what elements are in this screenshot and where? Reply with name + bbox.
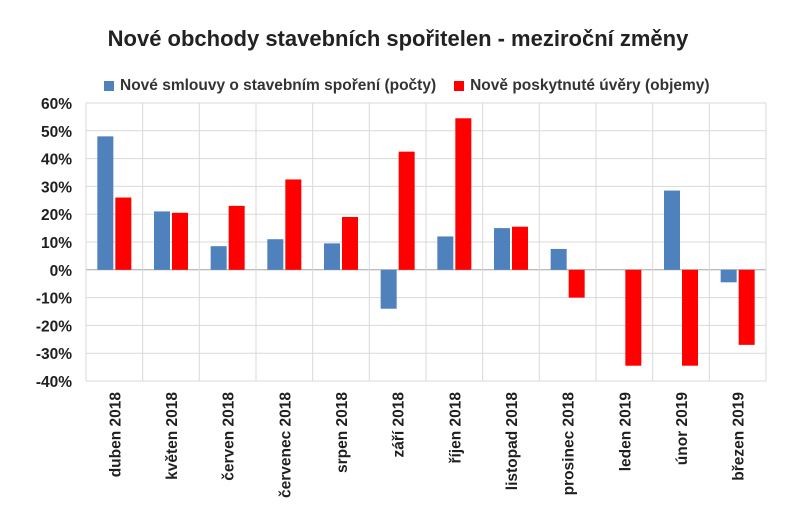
bar-loans <box>568 269 585 298</box>
bar-contracts <box>437 236 454 270</box>
y-tick-label: 20% <box>41 207 72 224</box>
chart-title: Nové obchody stavebních spořitelen - mez… <box>107 26 689 51</box>
x-tick-label: únor 2019 <box>674 392 691 466</box>
y-tick-label: 60% <box>41 96 72 113</box>
bar-contracts <box>720 269 737 283</box>
x-tick-label: listopad 2018 <box>504 392 521 491</box>
x-tick-label: březen 2019 <box>731 392 748 481</box>
y-tick-label: -20% <box>36 318 72 335</box>
bar-loans <box>172 212 188 270</box>
y-tick-label: 40% <box>41 152 72 169</box>
x-tick-label: červenec 2018 <box>277 392 294 498</box>
y-tick-label: 50% <box>41 124 72 141</box>
x-tick-label: leden 2019 <box>617 392 634 472</box>
y-tick-label: -30% <box>36 346 72 363</box>
bar-contracts <box>324 243 340 270</box>
y-tick-label: -40% <box>36 374 72 391</box>
legend-item-loans: Nově poskytnuté úvěry (objemy) <box>454 77 710 95</box>
y-tick-label: 30% <box>41 179 72 196</box>
bar-loans <box>625 269 642 366</box>
bar-loans <box>228 205 245 270</box>
x-tick-label: říjen 2018 <box>447 392 464 464</box>
x-tick-label: srpen 2018 <box>334 392 351 473</box>
x-tick-label: červen 2018 <box>221 392 238 481</box>
bar-loans <box>682 269 698 366</box>
x-tick-label: květen 2018 <box>164 392 181 480</box>
bar-loans <box>455 118 472 270</box>
y-tick-label: 10% <box>41 235 72 252</box>
y-tick-label: -10% <box>36 291 72 308</box>
bar-contracts <box>550 248 567 270</box>
bar-contracts <box>664 190 680 270</box>
y-tick-label: 0% <box>50 263 73 280</box>
bar-contracts <box>494 228 510 270</box>
legend-swatch-blue <box>104 81 114 91</box>
legend-label-contracts: Nové smlouvy o stavebním spoření (počty) <box>120 77 437 94</box>
bar-loans <box>115 197 132 270</box>
x-tick-label: prosinec 2018 <box>561 392 578 496</box>
bar-contracts <box>380 269 397 309</box>
legend: Nové smlouvy o stavebním spoření (počty)… <box>104 77 728 95</box>
bar-loans <box>285 179 302 270</box>
x-tick-label: duben 2018 <box>107 392 124 478</box>
bar-loans <box>342 216 358 270</box>
bar-contracts <box>97 136 114 270</box>
bar-loans <box>738 269 755 345</box>
x-tick-label: září 2018 <box>391 392 408 458</box>
legend-item-contracts: Nové smlouvy o stavebním spoření (počty) <box>104 77 436 95</box>
legend-swatch-red <box>454 81 465 91</box>
bar-loans <box>398 151 415 270</box>
bar-contracts <box>267 239 284 270</box>
legend-label-loans: Nově poskytnuté úvěry (objemy) <box>470 77 710 94</box>
bar-loans <box>512 226 528 270</box>
bar-contracts <box>210 246 227 270</box>
bar-contracts <box>154 211 170 270</box>
